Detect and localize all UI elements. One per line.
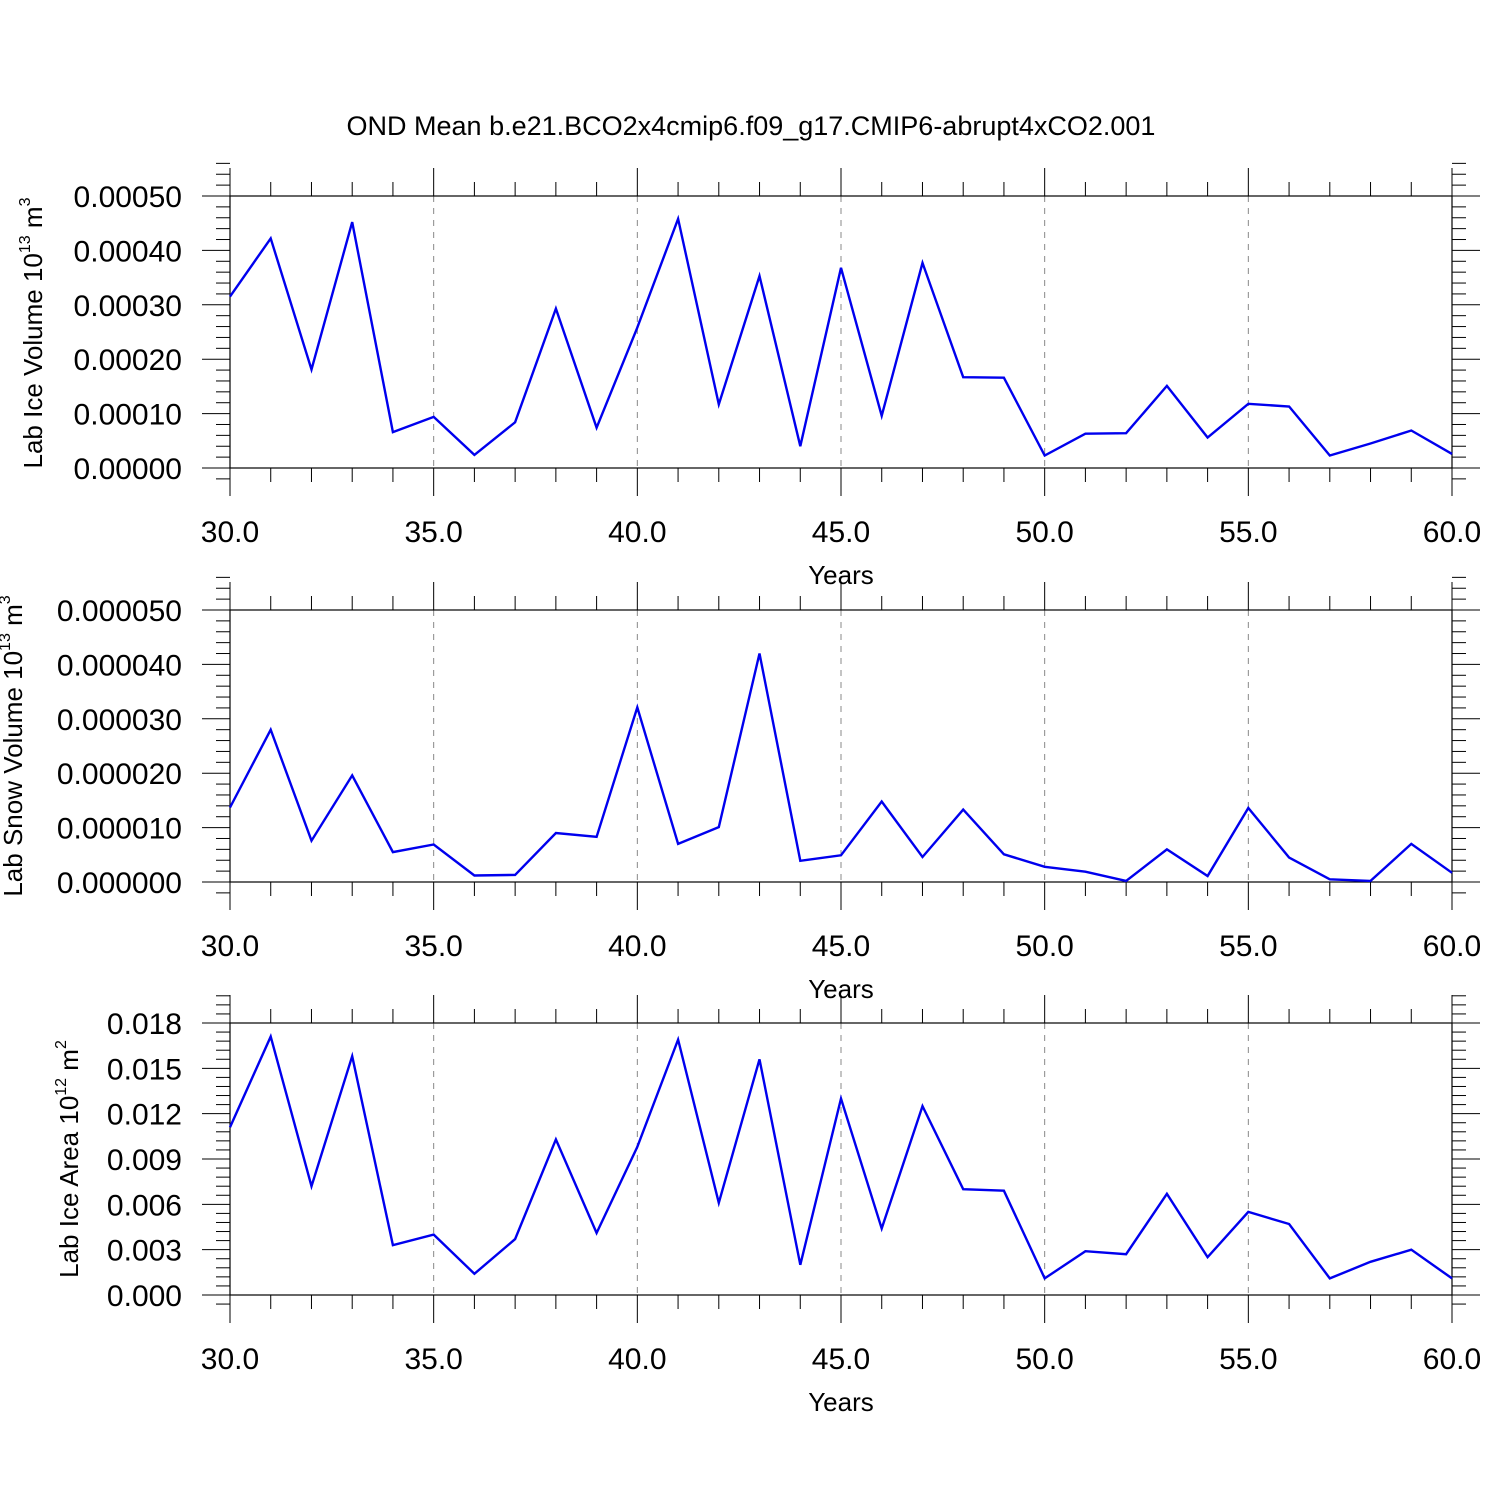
- series-line: [229, 214, 1453, 458]
- y-tick-label: 0.000020: [57, 758, 182, 791]
- y-tick-label: 0.000000: [57, 867, 182, 900]
- figure-title: OND Mean b.e21.BCO2x4cmip6.f09_g17.CMIP6…: [347, 111, 1156, 141]
- y-label-unit: m: [0, 604, 28, 633]
- y-label-unit: m: [54, 1049, 84, 1078]
- x-tick-label: 50.0: [1015, 1343, 1073, 1376]
- x-tick-label: 35.0: [404, 930, 462, 963]
- series-line: [228, 1033, 1453, 1281]
- x-tick-label: 30.0: [201, 1343, 259, 1376]
- x-tick-label: 55.0: [1219, 930, 1277, 963]
- y-tick-label: 0.00000: [74, 453, 182, 486]
- y-tick-label: 0.000050: [57, 595, 182, 628]
- x-tick-label: 30.0: [201, 930, 259, 963]
- y-label-unit: m: [18, 206, 48, 235]
- panel-3: 0.000 0.003 0.006 0.009 0.012 0.015 0.018 30.0 3…: [53, 995, 1481, 1417]
- y-tick-label: 0.000010: [57, 813, 182, 846]
- y-axis-label: Lab Ice Area 1012 m2: [53, 1040, 84, 1278]
- y-tick-label: 0.00020: [74, 344, 182, 377]
- y-tick-label: 0.018: [107, 1008, 182, 1041]
- y-label-exponent: 13: [17, 235, 34, 253]
- y-label-exponent: 12: [53, 1078, 70, 1096]
- x-tick-label: 35.0: [404, 516, 462, 549]
- x-tick-label: 50.0: [1015, 516, 1073, 549]
- y-label-exponent: 13: [0, 633, 14, 651]
- x-tick-label: 40.0: [608, 516, 666, 549]
- x-tick-label: 50.0: [1015, 930, 1073, 963]
- panel-1: 0.00000 0.00010 0.00020 0.00030 0.00040 0.000…: [17, 162, 1481, 590]
- x-tick-label: 35.0: [404, 1343, 462, 1376]
- y-tick-label: 0.006: [107, 1189, 182, 1222]
- x-tick-label: 40.0: [608, 930, 666, 963]
- x-tick-label: 60.0: [1423, 1343, 1481, 1376]
- y-tick-label: 0.003: [107, 1235, 182, 1268]
- y-tick-label: 0.000040: [57, 649, 182, 682]
- x-axis-label: Years: [808, 1387, 874, 1417]
- y-tick-label: 0.00010: [74, 399, 182, 432]
- x-tick-label: 30.0: [201, 516, 259, 549]
- x-tick-label: 45.0: [812, 516, 870, 549]
- y-label-base: Lab Ice Area 10: [54, 1096, 84, 1278]
- y-tick-label: 0.012: [107, 1099, 182, 1132]
- panel-2: 0.000000 0.000010 0.000020 0.000030 0.000040…: [0, 576, 1481, 1004]
- y-tick-label: 0.00040: [74, 235, 182, 268]
- x-tick-label: 40.0: [608, 1343, 666, 1376]
- series-line: [228, 653, 1453, 883]
- x-tick-label: 45.0: [812, 930, 870, 963]
- y-label-unit-exponent: 3: [0, 595, 14, 604]
- x-tick-label: 45.0: [812, 1343, 870, 1376]
- x-tick-label: 55.0: [1219, 516, 1277, 549]
- y-label-base: Lab Ice Volume 10: [18, 253, 48, 468]
- x-tick-label: 55.0: [1219, 1343, 1277, 1376]
- x-tick-label: 60.0: [1423, 516, 1481, 549]
- y-tick-label: 0.00050: [74, 181, 182, 214]
- y-label-base: Lab Snow Volume 10: [0, 651, 28, 897]
- y-axis-label: Lab Snow Volume 1013 m3: [0, 595, 28, 896]
- y-tick-label: 0.000: [107, 1280, 182, 1313]
- y-tick-label: 0.00030: [74, 290, 182, 323]
- y-label-unit-exponent: 2: [53, 1040, 70, 1049]
- y-label-unit-exponent: 3: [17, 197, 34, 206]
- y-tick-label: 0.000030: [57, 704, 182, 737]
- y-tick-label: 0.015: [107, 1053, 182, 1086]
- y-axis-label: Lab Ice Volume 1013 m3: [17, 197, 48, 468]
- x-tick-label: 60.0: [1423, 930, 1481, 963]
- y-tick-label: 0.009: [107, 1144, 182, 1177]
